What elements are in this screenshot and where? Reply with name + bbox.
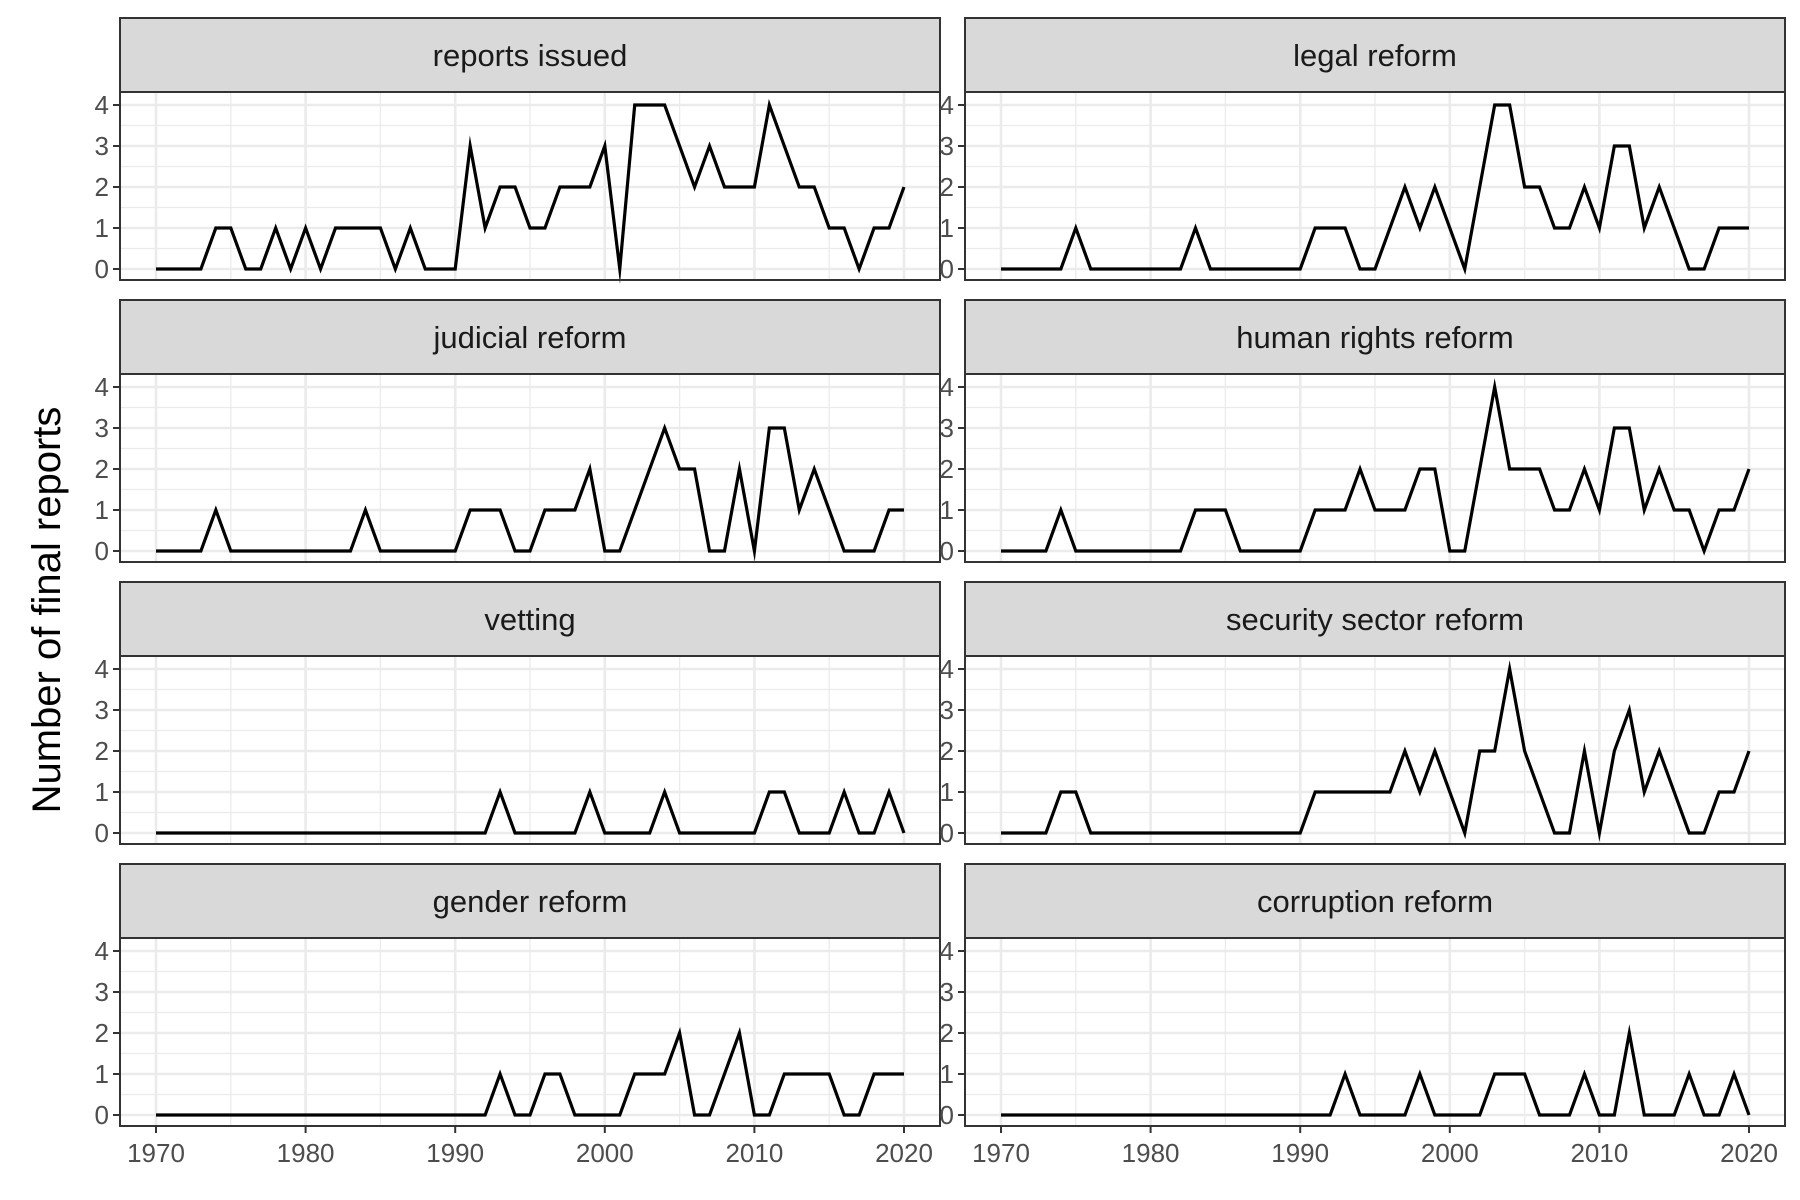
y-tick-label: 3 bbox=[940, 131, 954, 161]
y-tick-label: 1 bbox=[940, 213, 954, 243]
series-line-human-rights-reform bbox=[1001, 378, 1751, 556]
x-tick-label: 1980 bbox=[1122, 1138, 1180, 1168]
series-line-corruption-reform bbox=[1001, 1024, 1751, 1117]
series-line-legal-reform bbox=[1001, 103, 1749, 276]
strip-vetting bbox=[119, 581, 941, 657]
strip-label: judicial reform bbox=[433, 320, 627, 355]
x-tick-label: 1970 bbox=[972, 1138, 1030, 1168]
y-tick-label: 4 bbox=[95, 372, 109, 402]
y-tick-label: 3 bbox=[95, 413, 109, 443]
strip-gender-reform bbox=[119, 863, 941, 939]
panel-gender-reform: gender reform 0 1 2 3 4 1970 1980 1990 2000 2010 20… bbox=[95, 863, 941, 1168]
strip-label: security sector reform bbox=[1226, 602, 1524, 637]
strip-reports-issued bbox=[119, 17, 941, 93]
panel-human-rights-reform: human rights reform 0 1 2 3 4 bbox=[940, 299, 1786, 566]
x-tick-label: 1980 bbox=[277, 1138, 335, 1168]
y-tick-label: 0 bbox=[940, 818, 954, 848]
x-tick-label: 1990 bbox=[426, 1138, 484, 1168]
panel-legal-reform: legal reform 0 1 2 3 4 bbox=[940, 17, 1786, 284]
strip-label: gender reform bbox=[433, 884, 628, 919]
panel-reports-issued: reports issued 0 1 2 3 4 bbox=[95, 17, 941, 285]
y-tick-label: 1 bbox=[95, 213, 109, 243]
y-tick-label: 0 bbox=[940, 536, 954, 566]
panel-judicial-reform: judicial reform 0 1 2 3 4 bbox=[95, 299, 941, 566]
x-tick-label: 2020 bbox=[875, 1138, 933, 1168]
y-tick-label: 1 bbox=[940, 777, 954, 807]
y-axis-label: Number of final reports bbox=[25, 407, 69, 814]
y-tick-label: 4 bbox=[95, 90, 109, 120]
y-tick-label: 3 bbox=[95, 977, 109, 1007]
strip-human-rights-reform bbox=[964, 299, 1786, 375]
series-line-judicial-reform bbox=[156, 423, 904, 562]
y-tick-label: 4 bbox=[95, 936, 109, 966]
y-tick-label: 2 bbox=[95, 736, 109, 766]
series-line-gender-reform bbox=[156, 1026, 904, 1117]
strip-label: human rights reform bbox=[1236, 320, 1513, 355]
y-tick-label: 2 bbox=[940, 454, 954, 484]
y-tick-label: 3 bbox=[940, 695, 954, 725]
y-tick-label: 0 bbox=[95, 536, 109, 566]
y-tick-label: 2 bbox=[95, 1018, 109, 1048]
x-tick-label: 1990 bbox=[1271, 1138, 1329, 1168]
y-tick-label: 3 bbox=[95, 695, 109, 725]
y-tick-label: 2 bbox=[940, 1018, 954, 1048]
y-tick-label: 0 bbox=[95, 254, 109, 284]
y-tick-label: 4 bbox=[940, 90, 954, 120]
y-tick-label: 3 bbox=[95, 131, 109, 161]
y-tick-label: 4 bbox=[95, 654, 109, 684]
y-tick-label: 3 bbox=[940, 413, 954, 443]
y-tick-label: 0 bbox=[95, 818, 109, 848]
y-tick-label: 0 bbox=[940, 254, 954, 284]
y-tick-label: 2 bbox=[940, 172, 954, 202]
y-tick-label: 4 bbox=[940, 654, 954, 684]
y-tick-label: 1 bbox=[940, 1059, 954, 1089]
x-tick-label: 2010 bbox=[725, 1138, 783, 1168]
x-tick-label: 2010 bbox=[1570, 1138, 1628, 1168]
strip-label: reports issued bbox=[433, 38, 628, 73]
strip-legal-reform bbox=[964, 17, 1786, 93]
strip-corruption-reform bbox=[964, 863, 1786, 939]
x-tick-label: 2000 bbox=[576, 1138, 634, 1168]
y-tick-label: 0 bbox=[940, 1100, 954, 1130]
strip-security-sector-reform bbox=[964, 581, 1786, 657]
y-tick-label: 1 bbox=[940, 495, 954, 525]
y-tick-label: 2 bbox=[95, 172, 109, 202]
y-tick-label: 4 bbox=[940, 372, 954, 402]
strip-judicial-reform bbox=[119, 299, 941, 375]
strip-label: legal reform bbox=[1293, 38, 1457, 73]
x-tick-label: 2020 bbox=[1720, 1138, 1778, 1168]
y-tick-label: 4 bbox=[940, 936, 954, 966]
panel-vetting: vetting 0 1 2 3 4 bbox=[95, 581, 941, 848]
y-tick-label: 0 bbox=[95, 1100, 109, 1130]
series-line-reports-issued bbox=[156, 98, 906, 285]
panel-security-sector-reform: security sector reform 0 1 2 3 4 bbox=[940, 581, 1786, 848]
y-tick-label: 2 bbox=[95, 454, 109, 484]
y-tick-label: 1 bbox=[95, 495, 109, 525]
y-tick-label: 2 bbox=[940, 736, 954, 766]
series-line-vetting bbox=[156, 787, 906, 835]
y-tick-label: 1 bbox=[95, 1059, 109, 1089]
x-tick-label: 2000 bbox=[1421, 1138, 1479, 1168]
panel-corruption-reform: corruption reform 0 1 2 3 4 1970 1980 1990 2000 20… bbox=[940, 863, 1786, 1168]
strip-label: corruption reform bbox=[1257, 884, 1493, 919]
series-line-security-sector-reform bbox=[1001, 660, 1751, 842]
strip-label: vetting bbox=[484, 602, 575, 637]
x-tick-label: 1970 bbox=[127, 1138, 185, 1168]
y-tick-label: 3 bbox=[940, 977, 954, 1007]
y-tick-label: 1 bbox=[95, 777, 109, 807]
